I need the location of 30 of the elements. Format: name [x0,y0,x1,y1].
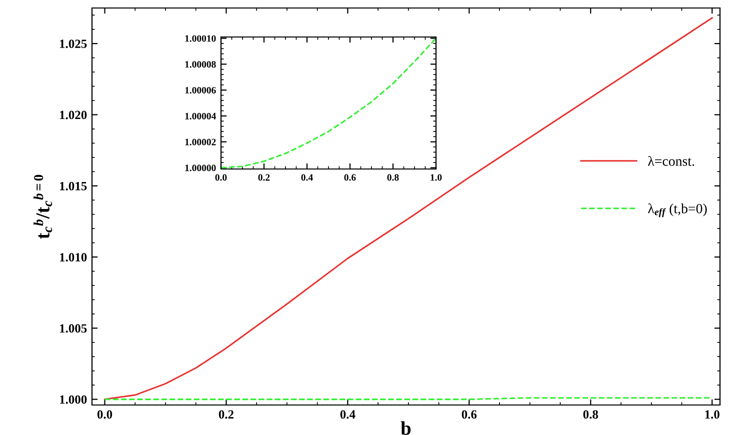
legend-label: λ=const. [648,156,694,166]
y-tick-label: 1.025 [60,40,87,48]
x-tick-label: 0.8 [387,174,399,181]
x-tick-label: 0.2 [218,410,234,419]
x-tick-label: 0.4 [340,410,356,419]
y-tick-label: 1.005 [60,324,87,333]
x-tick-label: 1.0 [430,174,442,181]
x-tick-label: 0.6 [344,174,356,181]
x-tick-label: 0.8 [583,410,598,419]
x-tick-label: 0.0 [215,174,227,181]
y-tick-label: 1.015 [60,182,87,190]
x-tick-label: 0.0 [97,410,112,419]
line-series [221,38,436,168]
x-axis-title: b [400,421,411,435]
line-series [104,17,713,400]
y-axis-title: t$_{c}$$^{b}$/t$_{c}$$^{b=0}$ [34,174,52,239]
y-tick-label: 1.020 [60,110,87,120]
y-tick-label: 1.00010 [185,35,216,42]
x-tick-label: 0.6 [462,410,477,419]
y-tick-label: 1.00008 [185,61,216,68]
x-tick-label: 1.0 [705,410,720,419]
y-tick-label: 1.00000 [185,164,216,172]
x-tick-label: 0.4 [301,174,313,181]
y-tick-label: 1.010 [60,253,87,262]
x-tick-label: 0.2 [258,174,270,181]
legend-label: λ$_{eff}$ (t,b=0) [648,203,707,218]
y-tick-label: 1.00006 [185,86,216,94]
y-tick-label: 1.00004 [185,112,216,120]
y-tick-label: 1.000 [60,395,87,404]
y-tick-label: 1.00002 [185,138,216,146]
